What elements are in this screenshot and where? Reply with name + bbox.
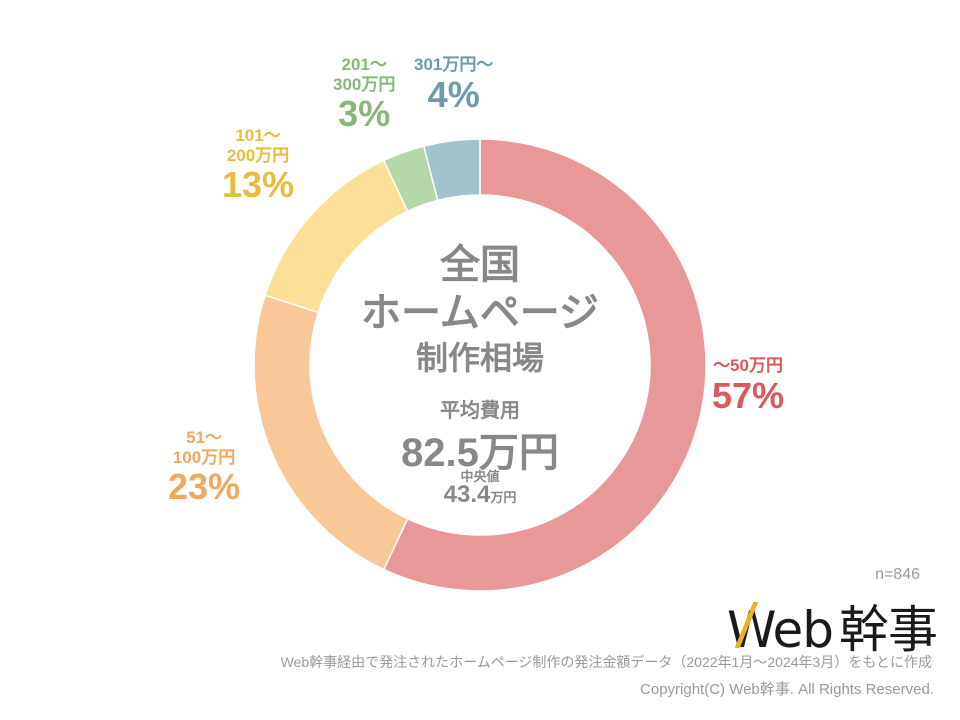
donut-segment bbox=[382, 138, 707, 592]
label-201-300: 201〜 300万円 3% bbox=[333, 55, 395, 134]
label-range: 51〜 bbox=[186, 428, 222, 447]
label-under-50: 〜50万円 57% bbox=[712, 356, 784, 415]
median-number: 43.4 bbox=[443, 481, 491, 508]
center-title-line3: 制作相場 bbox=[415, 340, 544, 376]
average-number: 82.5 bbox=[401, 431, 479, 475]
label-percent: 23% bbox=[168, 466, 241, 508]
copyright: Copyright(C) Web幹事. All Rights Reserved. bbox=[640, 681, 934, 698]
label-percent: 4% bbox=[427, 73, 480, 115]
label-101-200: 101〜 200万円 13% bbox=[222, 126, 294, 205]
label-range: 100万円 bbox=[172, 447, 236, 467]
label-percent: 3% bbox=[338, 93, 391, 135]
label-range: 200万円 bbox=[226, 145, 290, 165]
label-range: 101〜 bbox=[235, 126, 281, 145]
donut-segment bbox=[422, 138, 481, 202]
sample-size: n=846 bbox=[875, 566, 920, 583]
label-range: 〜50万円 bbox=[713, 356, 783, 375]
label-percent: 57% bbox=[712, 374, 785, 416]
source-note: Web幹事経由で発注されたホームページ制作の発注金額データ（2022年1月〜20… bbox=[280, 654, 932, 670]
center-title-line1: 全国 bbox=[440, 243, 520, 287]
label-51-100: 51〜 100万円 23% bbox=[168, 428, 240, 507]
average-unit: 万円 bbox=[478, 431, 559, 475]
average-value: 82.5万円 bbox=[330, 420, 630, 478]
median-unit: 万円 bbox=[490, 490, 517, 505]
center-title-line2: ホームページ bbox=[361, 291, 599, 335]
label-range: 201〜 bbox=[341, 55, 387, 74]
logo-kanji: 幹事 bbox=[839, 601, 938, 659]
median-value: 43.4万円 bbox=[330, 481, 630, 509]
label-percent: 13% bbox=[222, 164, 295, 206]
label-range: 301万円〜 bbox=[414, 55, 494, 74]
label-range: 300万円 bbox=[333, 74, 396, 94]
web-kanji-logo: Web 幹事 bbox=[727, 590, 938, 662]
median-label: 中央値 bbox=[460, 469, 500, 484]
average-label: 平均費用 bbox=[440, 400, 520, 422]
label-301-plus: 301万円〜 4% bbox=[414, 55, 493, 114]
